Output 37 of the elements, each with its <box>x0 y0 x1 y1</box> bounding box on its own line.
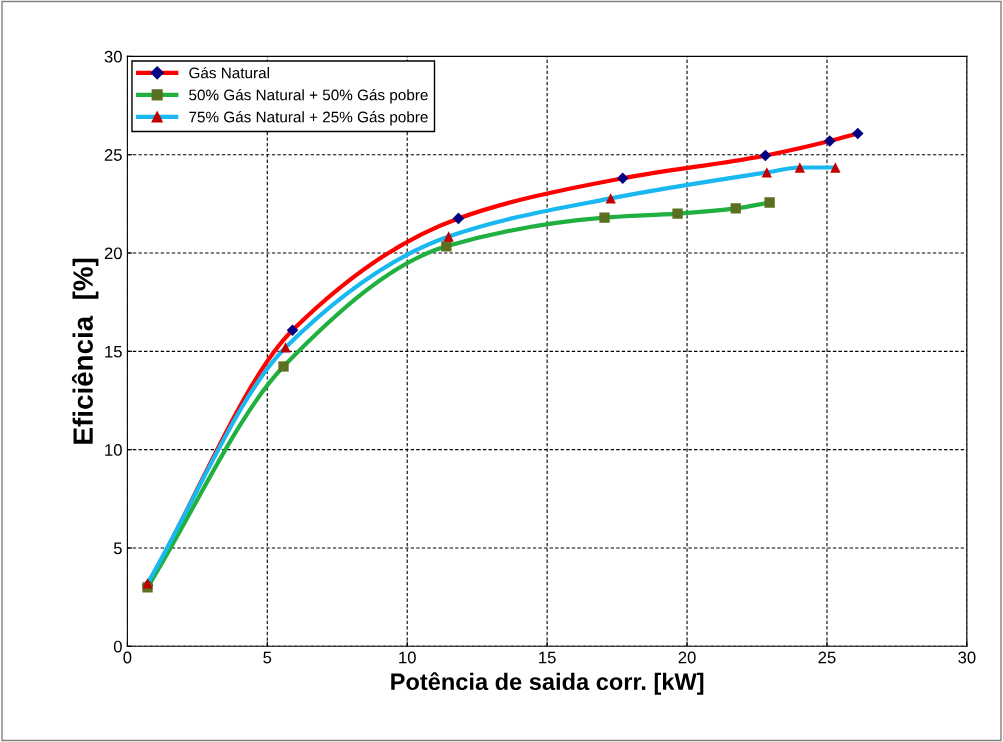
x-tick-label: 10 <box>399 651 416 664</box>
point <box>672 208 683 219</box>
point <box>759 149 772 162</box>
legend-label: 75% Gás Natural + 25% Gás pobre <box>189 111 428 126</box>
point <box>830 162 841 173</box>
x-tick-label: 25 <box>818 651 836 664</box>
point <box>280 342 291 353</box>
y-tick-label: 30 <box>104 50 122 63</box>
point <box>794 162 805 173</box>
point <box>605 193 616 204</box>
y-tick-label: 10 <box>105 444 122 456</box>
x-tick-label: 30 <box>958 651 976 664</box>
x-tick-label: 15 <box>539 651 556 664</box>
point <box>452 212 465 225</box>
x-tick-label: 0 <box>123 651 132 664</box>
x-tick-label: 5 <box>263 651 272 664</box>
point <box>616 172 629 185</box>
point <box>851 127 864 140</box>
y-tick-label: 15 <box>105 345 122 358</box>
legend-label: Gás Natural <box>189 66 269 79</box>
point <box>286 324 299 337</box>
point <box>764 197 775 208</box>
point <box>730 203 741 214</box>
point <box>599 212 610 223</box>
y-tick-label: 0 <box>113 640 122 653</box>
y-tick-label: 20 <box>104 247 122 260</box>
x-tick-label: 20 <box>678 651 696 664</box>
point <box>278 361 289 372</box>
point <box>761 167 772 178</box>
point <box>823 135 836 147</box>
y-tick-label: 5 <box>113 542 122 555</box>
point <box>441 241 452 252</box>
x-axis-title: Potência de saida corr. [kW] <box>391 672 704 695</box>
point <box>443 231 454 242</box>
y-tick-label: 25 <box>104 149 122 161</box>
y-axis-title: Eficiência [%] <box>71 258 99 444</box>
legend-label: 50% Gás Natural + 50% Gás pobre <box>189 88 428 104</box>
